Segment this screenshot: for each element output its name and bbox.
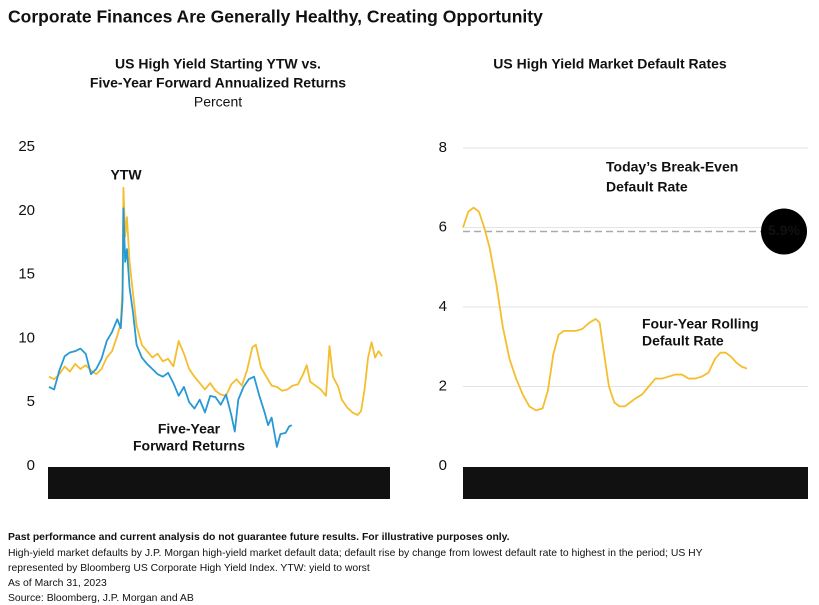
series-line: [48, 186, 383, 416]
chart-subtitle: Percent: [194, 94, 242, 110]
series-label: YTW: [110, 167, 142, 183]
y-tick-label: 5: [27, 393, 35, 410]
y-tick-label: 2: [439, 377, 447, 394]
reference-label: 5.9%: [768, 222, 800, 238]
series-line: [48, 207, 293, 448]
chart-title: US High Yield Starting YTW vs.: [115, 56, 321, 72]
footnote: High-yield market defaults by J.P. Morga…: [8, 548, 703, 559]
x-tick-label: 20: [316, 474, 333, 491]
x-tick-label: 23: [369, 474, 386, 491]
x-axis-band: [463, 467, 808, 499]
x-tick-label: 16: [707, 474, 724, 491]
page-title: Corporate Finances Are Generally Healthy…: [8, 7, 543, 27]
x-tick-label: 17: [263, 474, 280, 491]
x-tick-label: 13: [667, 474, 684, 491]
y-tick-label: 4: [439, 298, 447, 315]
footnote: Source: Bloomberg, J.P. Morgan and AB: [8, 593, 194, 604]
footnote: As of March 31, 2023: [8, 578, 107, 589]
y-tick-label: 0: [27, 457, 35, 474]
reference-name: Today’s Break-Even: [606, 159, 738, 175]
series-line: [462, 206, 748, 412]
disclaimer: Past performance and current analysis do…: [8, 532, 510, 543]
x-axis-band: [48, 467, 390, 499]
x-tick-label: 22: [786, 474, 803, 491]
x-tick-label: 14: [211, 474, 228, 491]
chart-title: US High Yield Market Default Rates: [493, 56, 727, 72]
y-tick-label: 20: [18, 202, 35, 219]
x-tick-label: 98: [468, 474, 485, 491]
x-tick-label: 19: [747, 474, 764, 491]
x-tick-label: 04: [548, 474, 565, 491]
x-tick-label: 11: [159, 474, 175, 491]
reference-marker: [761, 208, 807, 255]
y-tick-label: 0: [439, 457, 447, 474]
x-tick-label: 10: [627, 474, 644, 491]
x-tick-label: 08: [105, 474, 122, 491]
x-tick-label: 01: [508, 474, 525, 491]
footnote: represented by Bloomberg US Corporate Hi…: [8, 563, 370, 574]
chart-title: Five-Year Forward Annualized Returns: [90, 75, 346, 91]
y-tick-label: 15: [18, 266, 35, 283]
y-tick-label: 10: [18, 329, 35, 346]
y-tick-label: 6: [439, 218, 447, 235]
y-tick-label: 8: [439, 139, 447, 156]
series-label: Five-Year: [158, 421, 221, 437]
y-tick-label: 25: [18, 138, 35, 155]
series-label: Forward Returns: [133, 438, 245, 454]
x-tick-label: 05: [53, 474, 70, 491]
series-label: Default Rate: [642, 333, 724, 349]
series-label: Four-Year Rolling: [642, 316, 759, 332]
reference-name: Default Rate: [606, 179, 688, 195]
x-tick-label: 07: [587, 474, 604, 491]
